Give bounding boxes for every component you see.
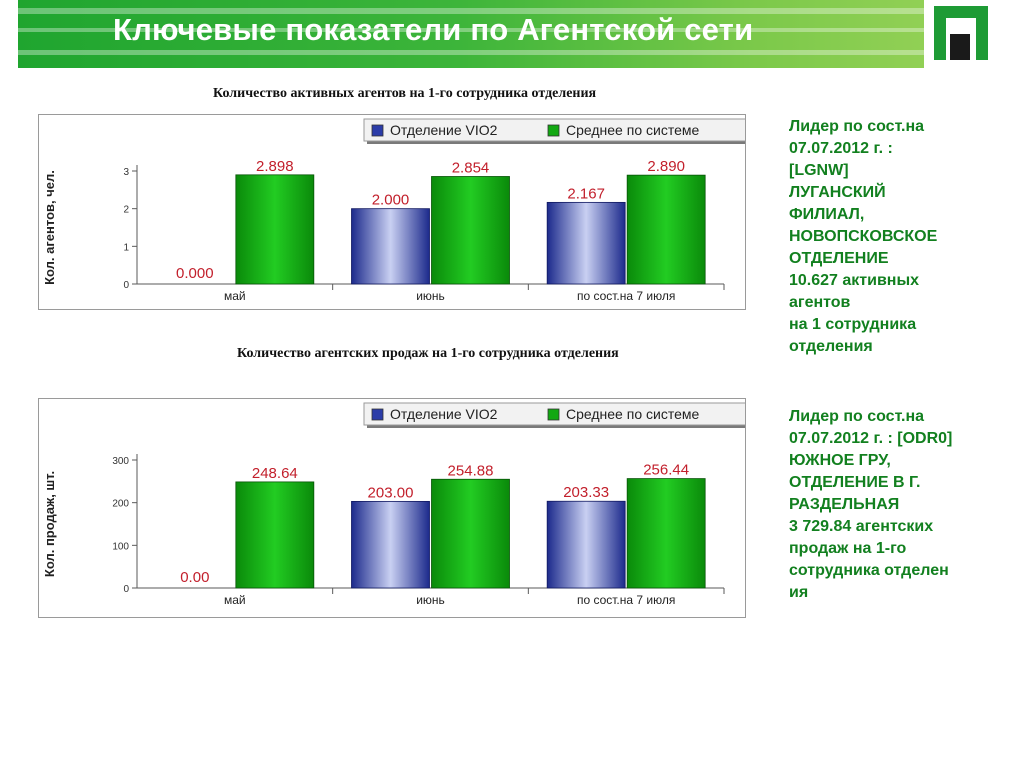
- bar-value-label: 248.64: [252, 465, 298, 482]
- y-tick-label: 2: [123, 205, 129, 216]
- bar-average: [235, 481, 315, 589]
- header-stripe: [18, 28, 1002, 32]
- bar-value-label: 2.000: [372, 192, 410, 209]
- y-tick-label: 0: [123, 584, 129, 595]
- bar-value-label: 2.167: [567, 185, 605, 202]
- chart1-svg: Кол. агентов, чел. 0 1 2 3 0.000 2.898 май 2.000…: [42, 118, 745, 303]
- chart1-title: Количество активных агентов на 1-го сотр…: [213, 86, 597, 101]
- legend-label: Среднее по системе: [566, 406, 699, 422]
- page-title: Ключевые показатели по Агентской сети: [113, 12, 754, 47]
- chart-legend: Отделение VIO2 Среднее по системе: [363, 118, 745, 144]
- chart1-frame: Кол. агентов, чел. 0 1 2 3 0.000 2.898 май 2.000…: [38, 114, 746, 310]
- y-tick-label: 100: [112, 541, 129, 552]
- leader-note-sales-text: Лидер по сост.на 07.07.2012 г. : [ODR0] …: [789, 408, 953, 601]
- leader-note-sales: Лидер по сост.на 07.07.2012 г. : [ODR0] …: [789, 406, 989, 604]
- legend-label: Среднее по системе: [566, 122, 699, 138]
- y-tick-label: 0: [123, 280, 129, 291]
- chart-legend: Отделение VIO2 Среднее по системе: [363, 402, 745, 428]
- x-category-label: по сост.на 7 июля: [577, 593, 675, 607]
- bar-average: [235, 174, 315, 285]
- bar-branch: [546, 201, 626, 285]
- header-background: [18, 0, 1002, 68]
- legend-swatch-average: [547, 124, 560, 137]
- header-band: Ключевые показатели по Агентской сети: [18, 0, 1002, 68]
- header-stripe: [18, 8, 1002, 14]
- bar-value-label: 254.88: [448, 462, 494, 479]
- bar-value-label: 2.854: [452, 159, 490, 176]
- company-logo-icon: [924, 0, 1002, 68]
- y-tick-label: 200: [112, 499, 129, 510]
- chart2-title: Количество агентских продаж на 1-го сотр…: [237, 346, 619, 361]
- bar-value-label: 203.00: [368, 484, 414, 501]
- legend-label: Отделение VIO2: [390, 122, 498, 138]
- x-category-label: по сост.на 7 июля: [577, 289, 675, 303]
- y-axis-label: Кол. агентов, чел.: [42, 170, 57, 285]
- y-tick-label: 3: [123, 167, 129, 178]
- bar-value-label: 256.44: [643, 462, 689, 479]
- bar-value-label: 2.890: [647, 158, 685, 175]
- legend-swatch-branch: [371, 124, 384, 137]
- bar-value-label: 0.000: [176, 265, 214, 282]
- leader-note-agents: Лидер по сост.на 07.07.2012 г. : [LGNW] …: [789, 116, 989, 358]
- bar-value-label: 0.00: [180, 569, 209, 586]
- x-category-label: май: [224, 289, 246, 303]
- legend-swatch-average: [547, 408, 560, 421]
- x-category-label: июнь: [416, 593, 445, 607]
- bar-value-label: 203.33: [563, 484, 609, 501]
- bar-branch: [546, 500, 626, 589]
- bar-average: [431, 478, 510, 589]
- x-category-label: июнь: [416, 289, 445, 303]
- legend-swatch-branch: [371, 408, 384, 421]
- legend-label: Отделение VIO2: [390, 406, 498, 422]
- y-tick-label: 1: [123, 242, 129, 253]
- chart2-svg: Кол. продаж, шт. 0 100 200 300 0.00 248.64 май 2…: [42, 402, 745, 607]
- bar-branch: [351, 208, 430, 285]
- chart2-frame: Кол. продаж, шт. 0 100 200 300 0.00 248.64 май 2…: [38, 398, 746, 618]
- bar-average: [626, 174, 706, 285]
- x-category-label: май: [224, 593, 246, 607]
- bar-value-label: 2.898: [256, 158, 294, 175]
- bar-average: [626, 478, 706, 589]
- bar-branch: [351, 500, 430, 589]
- y-tick-label: 300: [112, 456, 129, 467]
- bar-average: [431, 176, 510, 285]
- header-stripe: [18, 50, 1002, 55]
- leader-note-agents-text: Лидер по сост.на 07.07.2012 г. : [LGNW] …: [789, 118, 938, 355]
- y-axis-label: Кол. продаж, шт.: [42, 471, 57, 577]
